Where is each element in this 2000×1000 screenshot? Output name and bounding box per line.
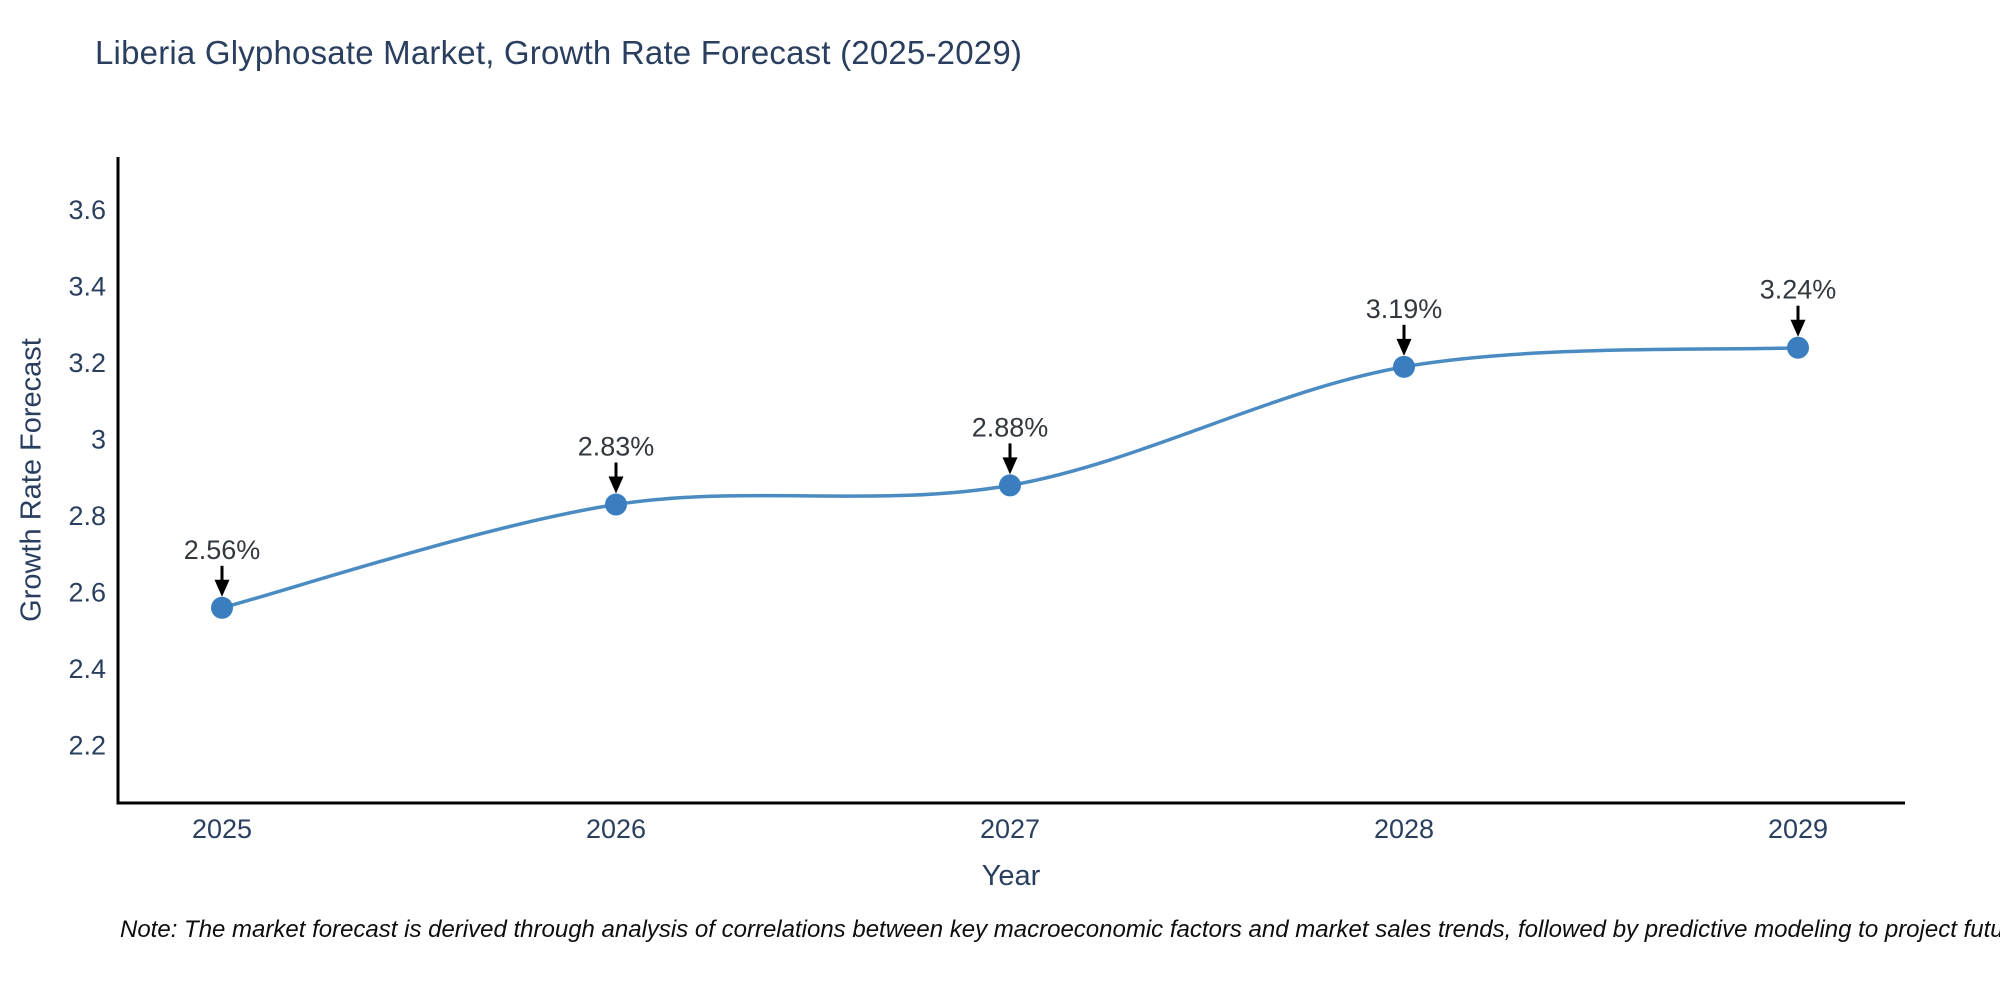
y-tick-label: 2.8 [68, 501, 106, 531]
data-point-marker [1393, 355, 1415, 378]
y-axis-tick-labels: 3.6 3.4 3.2 3 2.8 2.6 2.4 2.2 [68, 195, 106, 761]
annotation-arrowhead-icon [1396, 338, 1412, 356]
annotation-arrowhead-icon [608, 476, 624, 494]
point-value-label: 3.24% [1760, 275, 1837, 305]
point-value-label: 2.56% [184, 535, 261, 565]
data-point-marker [605, 493, 627, 516]
annotation-arrowhead-icon [214, 579, 230, 597]
y-tick-label: 3 [91, 425, 106, 455]
x-tick-label: 2026 [586, 814, 646, 844]
annotation-arrowhead-icon [1790, 319, 1806, 337]
point-annotations: 2.56% 2.83% 2.88% 3.19% 3.24% [184, 275, 1837, 597]
x-tick-label: 2025 [192, 814, 252, 844]
data-point-marker [1787, 336, 1809, 359]
point-value-label: 2.83% [578, 432, 655, 462]
x-axis-title: Year [981, 860, 1041, 892]
point-value-label: 2.88% [972, 412, 1049, 442]
y-tick-label: 2.4 [68, 654, 106, 684]
y-tick-label: 3.6 [68, 195, 106, 225]
data-point-marker [211, 596, 233, 619]
data-point-marker [999, 474, 1021, 497]
footnote: Note: The market forecast is derived thr… [120, 916, 2000, 943]
y-tick-label: 2.6 [68, 578, 106, 608]
annotation-arrowhead-icon [1002, 457, 1018, 475]
y-tick-label: 3.4 [68, 272, 106, 302]
x-tick-label: 2028 [1374, 814, 1434, 844]
chart-title: Liberia Glyphosate Market, Growth Rate F… [95, 34, 1023, 71]
point-value-label: 3.19% [1366, 294, 1443, 324]
y-tick-label: 3.2 [68, 348, 106, 378]
y-tick-label: 2.2 [68, 731, 106, 761]
x-tick-label: 2029 [1768, 814, 1828, 844]
x-tick-label: 2027 [980, 814, 1040, 844]
x-axis-tick-labels: 2025 2026 2027 2028 2029 [192, 814, 1828, 844]
series-markers [211, 336, 1809, 619]
